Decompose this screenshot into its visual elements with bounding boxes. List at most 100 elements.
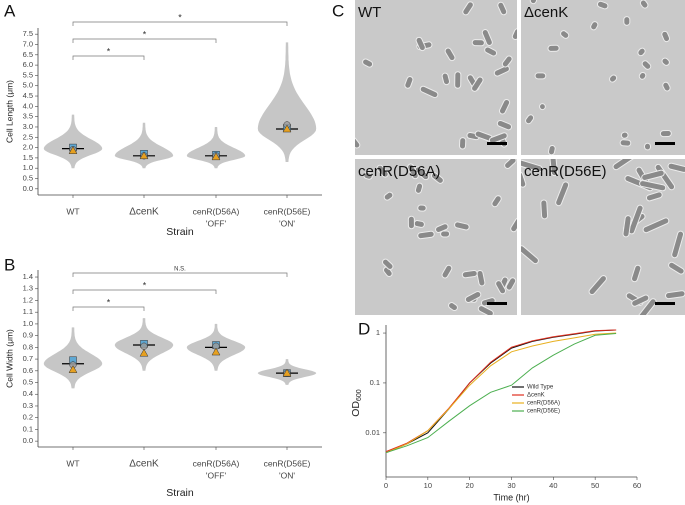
- x-tick-label: cenR(D56A): [193, 458, 240, 468]
- cell: [521, 245, 539, 265]
- micrograph-bg: [355, 159, 517, 315]
- cell: [501, 55, 513, 68]
- cell: [459, 137, 467, 150]
- y-axis-label-subscript: 600: [356, 389, 363, 401]
- cell: [376, 164, 389, 178]
- cell: [590, 21, 599, 31]
- cell: [596, 0, 609, 10]
- cell: [414, 166, 430, 181]
- cell: [404, 76, 414, 89]
- cell: [668, 261, 685, 275]
- cell: [521, 159, 543, 173]
- panel-label: A: [4, 1, 16, 20]
- cell: [529, 0, 538, 5]
- series-line: [385, 332, 617, 454]
- scale-bar: [655, 302, 675, 305]
- y-tick-label: 1.0: [23, 163, 33, 172]
- cell: [661, 30, 671, 43]
- y-tick-label: 2.5: [23, 132, 33, 141]
- cell: [540, 199, 549, 220]
- cell: [548, 144, 556, 155]
- cell: [622, 215, 632, 238]
- cell: [612, 159, 635, 171]
- cell: [667, 162, 685, 173]
- cell: [628, 204, 644, 235]
- x-tick-sublabel: 'ON': [279, 218, 295, 228]
- violin: [186, 127, 246, 169]
- cell: [498, 98, 511, 115]
- legend-label: cenR(D56E): [527, 409, 560, 415]
- x-tick-label: 10: [424, 481, 432, 490]
- scale-bar: [487, 142, 507, 145]
- x-tick-label: 30: [507, 481, 515, 490]
- cell: [534, 72, 547, 80]
- y-tick-label: 0.0: [23, 436, 33, 445]
- y-tick-label: 1.3: [23, 284, 33, 293]
- y-tick-label: 0.01: [365, 428, 380, 437]
- x-tick-label: WT: [66, 458, 79, 468]
- y-tick-label: 7.0: [23, 39, 33, 48]
- cell: [638, 298, 657, 315]
- cell: [505, 277, 517, 291]
- cell: [631, 264, 642, 283]
- cell: [484, 46, 498, 57]
- cell: [631, 294, 650, 307]
- x-axis-label: Strain: [166, 226, 194, 238]
- cell: [448, 302, 458, 312]
- cell: [383, 191, 394, 201]
- marker-triangle: [139, 348, 149, 357]
- cell: [454, 71, 462, 89]
- significance-label: N.S.: [174, 267, 186, 273]
- marker-triangle: [68, 365, 78, 373]
- legend-label: cenR(D56A): [527, 401, 560, 407]
- y-tick-label: 1.5: [23, 153, 33, 162]
- cell: [639, 180, 667, 192]
- y-tick-label: 2.0: [23, 143, 33, 152]
- x-tick-label: 0: [384, 481, 388, 490]
- significance-label: *: [178, 12, 182, 22]
- cell: [464, 290, 482, 303]
- cell: [510, 217, 517, 233]
- cell: [496, 119, 513, 131]
- panel-label: B: [4, 255, 15, 274]
- micrograph-label: WT: [358, 4, 381, 21]
- micrograph-label: cenR(D56A): [358, 163, 441, 180]
- x-tick-sublabel: 'ON': [279, 470, 295, 480]
- cell: [491, 195, 502, 208]
- cell: [643, 142, 652, 151]
- cell: [454, 221, 470, 231]
- micrograph: [355, 0, 517, 155]
- micrograph-bg: [355, 0, 517, 155]
- cell: [511, 28, 517, 40]
- significance-label: *: [107, 46, 111, 56]
- scale-bar: [487, 302, 507, 305]
- cell: [560, 30, 570, 39]
- cell: [623, 16, 631, 26]
- x-tick-label: 60: [633, 481, 641, 490]
- micrograph: [521, 0, 685, 155]
- cell: [659, 129, 672, 138]
- y-tick-label: 0.3: [23, 401, 33, 410]
- y-axis-label: Cell Width (μm): [4, 329, 14, 388]
- cell: [521, 171, 527, 188]
- cell: [441, 72, 451, 86]
- y-tick-label: 0.5: [23, 173, 33, 182]
- cell: [662, 81, 671, 92]
- y-tick-label: 0.9: [23, 331, 33, 340]
- cell: [637, 47, 646, 57]
- y-tick-label: 5.5: [23, 70, 33, 79]
- cell: [641, 60, 652, 70]
- scale-bar: [655, 142, 675, 145]
- cell: [555, 181, 570, 207]
- y-tick-label: 1.1: [23, 307, 33, 316]
- y-tick-label: 0.2: [23, 413, 33, 422]
- significance-bracket: [72, 21, 288, 26]
- y-tick-label: 3.0: [23, 122, 33, 131]
- y-tick-label: 4.5: [23, 91, 33, 100]
- cell: [415, 36, 426, 52]
- y-tick-label: 0.1: [370, 378, 380, 387]
- significance-bracket: [72, 306, 145, 311]
- cell: [462, 1, 474, 16]
- y-tick-label: 6.5: [23, 50, 33, 59]
